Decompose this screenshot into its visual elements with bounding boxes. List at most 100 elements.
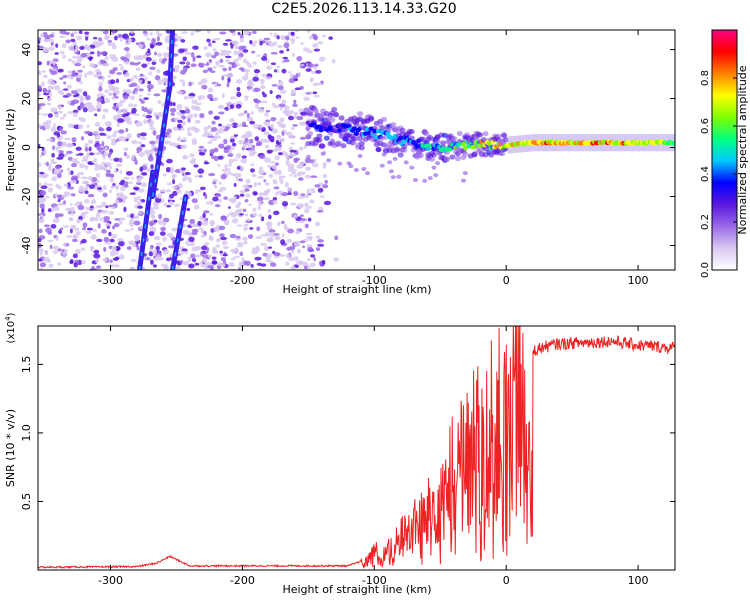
noise-mark (98, 127, 105, 132)
noise-mark (59, 30, 67, 35)
noise-mark (111, 140, 117, 146)
noise-mark (147, 87, 152, 92)
noise-mark (49, 78, 54, 82)
noise-mark (286, 48, 290, 52)
noise-mark (199, 175, 203, 178)
band-halo (408, 135, 415, 141)
noise-mark (125, 127, 129, 133)
noise-mark (333, 257, 340, 262)
noise-mark (257, 205, 261, 211)
noise-mark (135, 42, 140, 46)
noise-mark (116, 122, 120, 128)
noise-mark (259, 154, 266, 159)
noise-mark (79, 163, 85, 169)
noise-mark (119, 217, 126, 221)
noise-mark (136, 151, 140, 154)
noise-mark (39, 262, 47, 268)
noise-mark (277, 44, 283, 49)
noise-mark (126, 214, 132, 218)
noise-mark (163, 217, 170, 223)
noise-mark (262, 197, 270, 201)
noise-mark (228, 211, 235, 216)
noise-mark (38, 37, 42, 41)
noise-mark (242, 236, 248, 241)
noise-mark (221, 75, 225, 81)
noise-mark (321, 259, 326, 265)
noise-mark (163, 202, 168, 207)
noise-mark (67, 156, 73, 161)
noise-mark (171, 227, 179, 232)
noise-mark (156, 254, 161, 259)
noise-mark (56, 133, 61, 138)
noise-mark (216, 238, 221, 243)
x-tick-label: -100 (362, 274, 387, 287)
noise-mark (142, 107, 148, 113)
noise-mark (188, 81, 192, 87)
noise-mark (44, 251, 48, 256)
noise-mark (308, 205, 312, 209)
noise-mark (148, 231, 155, 237)
noise-mark (219, 31, 227, 35)
noise-mark (228, 171, 232, 176)
noise-mark (217, 155, 224, 160)
noise-mark (137, 211, 143, 215)
noise-mark (217, 104, 225, 110)
band-tail (337, 161, 343, 166)
band-halo (408, 129, 415, 135)
noise-mark (77, 73, 83, 79)
noise-mark (84, 190, 89, 195)
noise-mark (43, 38, 50, 43)
noise-mark (208, 200, 214, 206)
noise-mark (107, 39, 113, 43)
noise-mark (181, 115, 186, 120)
noise-mark (71, 137, 77, 143)
noise-mark (65, 93, 72, 97)
noise-mark (84, 185, 89, 192)
noise-mark (112, 185, 120, 188)
noise-mark (157, 219, 165, 225)
noise-mark (138, 98, 143, 102)
noise-mark (287, 228, 295, 234)
noise-mark (317, 239, 324, 243)
noise-mark (63, 183, 69, 187)
noise-mark (293, 241, 300, 246)
noise-mark (211, 54, 217, 59)
noise-mark (153, 235, 161, 241)
noise-mark (115, 102, 123, 108)
noise-mark (98, 81, 104, 87)
noise-mark (159, 231, 166, 236)
noise-mark (89, 51, 95, 55)
noise-mark (80, 136, 85, 141)
noise-mark (328, 36, 334, 40)
noise-mark (272, 179, 276, 184)
colorbar-gradient (711, 29, 738, 271)
noise-mark (265, 221, 271, 227)
noise-mark (292, 103, 298, 107)
noise-mark (207, 67, 212, 71)
noise-mark (123, 181, 129, 186)
noise-mark (123, 206, 127, 213)
noise-mark (273, 186, 280, 190)
noise-mark (314, 184, 321, 188)
noise-mark (234, 45, 239, 50)
diagonal-trace-right (170, 194, 189, 270)
noise-mark (72, 233, 77, 239)
noise-mark (269, 232, 276, 237)
noise-mark (247, 234, 254, 239)
noise-mark (244, 188, 250, 192)
noise-mark (246, 130, 251, 134)
noise-mark (78, 56, 83, 61)
noise-mark (94, 134, 101, 140)
noise-mark (252, 207, 257, 212)
noise-mark (284, 181, 289, 188)
noise-mark (185, 172, 191, 176)
noise-mark (227, 153, 234, 158)
noise-mark (222, 68, 227, 72)
noise-mark (270, 62, 276, 66)
noise-mark (187, 256, 192, 263)
noise-mark (38, 248, 45, 253)
noise-mark (243, 260, 248, 266)
noise-mark (322, 173, 328, 179)
noise-mark (164, 140, 169, 145)
noise-mark (259, 40, 263, 46)
